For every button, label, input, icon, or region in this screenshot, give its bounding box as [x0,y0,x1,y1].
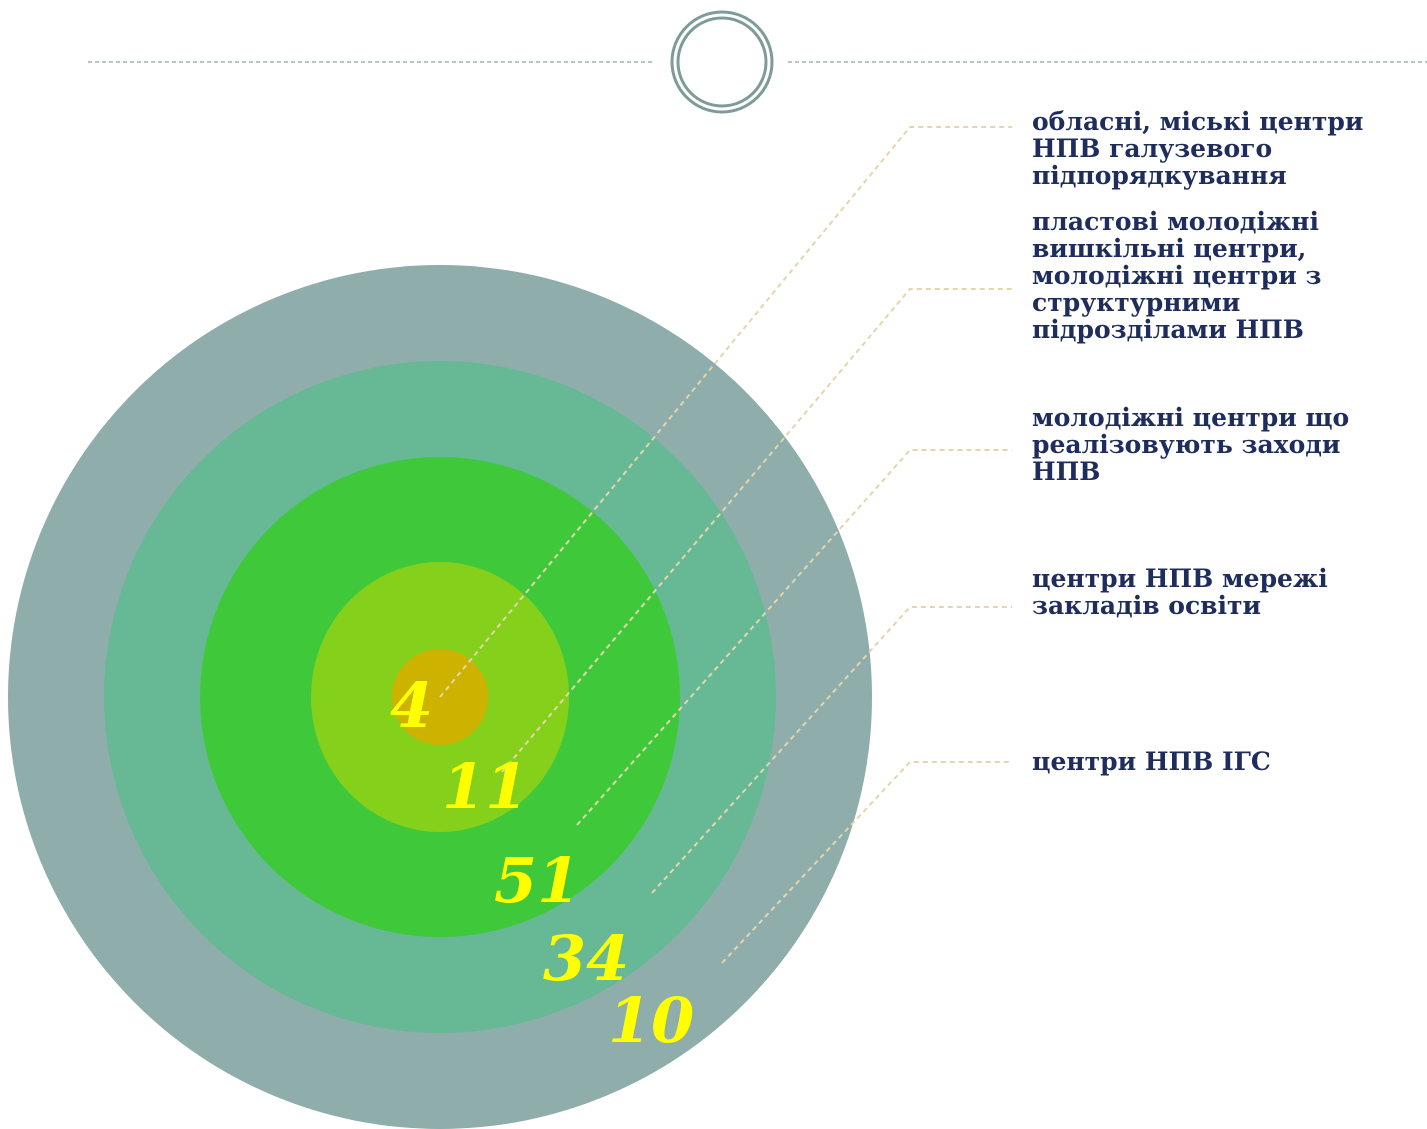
value-third: 51 [494,844,580,917]
label-core: обласні, міські центри НПВ галузевого пі… [1032,107,1364,190]
label-fourth: пластові молодіжні вишкільні центри, мол… [1032,207,1322,344]
value-fourth: 11 [442,750,528,823]
connector-second [651,606,1012,894]
connector-lines [439,126,1012,964]
label-second: центри НПВ мережі закладів освіти [1032,564,1328,620]
connector-third [576,449,1012,826]
header-circle-ornament [670,10,774,114]
connector-outer [721,761,1012,964]
connector-fourth [501,288,1012,773]
value-second: 34 [543,922,629,995]
label-outer: центри НПВ ІГС [1032,747,1271,776]
label-third: молодіжні центри що реалізовують заходи … [1032,403,1350,486]
value-core: 4 [390,669,433,742]
connector-core [439,126,1012,698]
value-outer: 10 [608,984,694,1057]
